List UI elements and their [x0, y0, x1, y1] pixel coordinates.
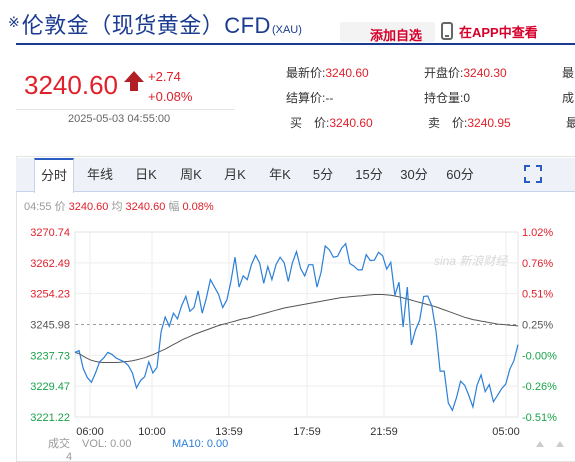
phone-icon [441, 22, 453, 40]
quote-high-truncated: 最 [562, 66, 575, 80]
up-arrow-icon-stem [130, 82, 138, 91]
title-divider [16, 43, 575, 45]
price-change: +2.74 +0.08% [148, 67, 192, 107]
title-mark: ※ [8, 14, 20, 30]
instrument-name: 伦敦金（现货黄金）CFD [21, 13, 271, 38]
instrument-code: (XAU) [271, 24, 302, 36]
fullscreen-icon[interactable] [524, 165, 542, 183]
tab-5min[interactable]: 5分 [312, 167, 334, 182]
add-favorite-label: 添加自选 [370, 28, 423, 43]
view-in-app-label: 在APP中查看 [459, 24, 538, 40]
quote-settle: 结算价:-- [286, 91, 334, 105]
tab-monthly-k[interactable]: 月K [224, 167, 246, 182]
period-tabs: 分时 年线 日K 周K 月K 年K 5分 15分 30分 60分 [16, 158, 575, 193]
hover-info: 04:55 价 3240.60 均 3240.60 幅 0.08% [24, 201, 214, 213]
quote-timestamp: 2025-05-03 04:55:00 [68, 113, 171, 125]
change-value: +2.74 [148, 69, 181, 84]
add-favorite-button[interactable]: 添加自选 [340, 22, 435, 43]
page-title: ※ 伦敦金（现货黄金）CFD (XAU) [8, 8, 302, 42]
tab-intraday[interactable]: 分时 [34, 158, 74, 193]
change-percent: +0.08% [148, 89, 193, 104]
tab-weekly-k[interactable]: 周K [180, 167, 202, 182]
quote-bid: 买 价:3240.60 [290, 116, 373, 130]
quote-volume-truncated: 成 [562, 91, 575, 105]
view-in-app-button[interactable]: 在APP中查看 [441, 20, 538, 42]
tab-30min[interactable]: 30分 [400, 167, 428, 182]
quote-open-interest: 持仓量:0 [424, 91, 471, 105]
tab-15min[interactable]: 15分 [355, 167, 383, 182]
last-price: 3240.60 [24, 70, 118, 100]
price-divider [16, 109, 235, 110]
tab-daily-k[interactable]: 日K [135, 167, 157, 182]
tab-60min[interactable]: 60分 [446, 167, 474, 182]
quote-ask: 卖 价:3240.95 [428, 116, 511, 130]
up-arrow-icon [124, 71, 144, 82]
quote-open: 开盘价:3240.30 [424, 66, 507, 80]
tab-year-line[interactable]: 年线 [86, 167, 113, 182]
tab-yearly-k[interactable]: 年K [269, 167, 291, 182]
quote-latest: 最新价:3240.60 [286, 66, 369, 80]
quote-low-truncated: 最 [566, 116, 575, 130]
